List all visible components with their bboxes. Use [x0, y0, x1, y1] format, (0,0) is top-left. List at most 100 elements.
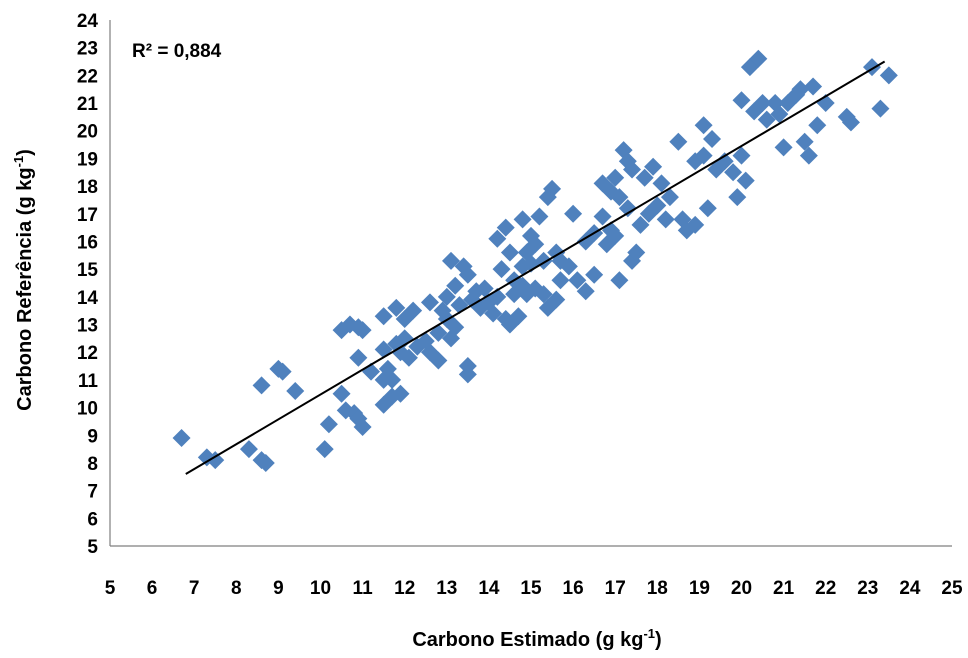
data-point	[256, 453, 275, 472]
x-tick-label: 21	[773, 578, 795, 599]
data-point	[500, 243, 519, 262]
y-tick-label: 16	[77, 232, 98, 253]
data-point	[319, 415, 338, 434]
x-tick-label: 11	[353, 578, 374, 599]
y-tick-labels: 5 6 7 8 9 10 11 12 13 14 15 16 17 18 19 20 21 22 23 24	[77, 11, 99, 558]
y-tick-label: 13	[77, 316, 98, 337]
data-point	[635, 168, 654, 187]
y-tick-label: 11	[78, 371, 99, 392]
data-point	[576, 282, 595, 301]
data-point	[879, 66, 898, 85]
x-tick-label: 5	[105, 578, 116, 599]
data-point	[774, 138, 793, 157]
data-point	[724, 163, 743, 182]
x-tick-label: 15	[520, 578, 542, 599]
data-point	[315, 440, 334, 459]
data-point	[239, 440, 258, 459]
x-tick-label: 13	[436, 578, 457, 599]
y-tick-label: 17	[77, 205, 98, 226]
data-point	[551, 271, 570, 290]
data-point	[496, 218, 515, 237]
y-tick-label: 10	[77, 399, 98, 420]
data-point	[669, 132, 688, 151]
y-tick-label: 9	[87, 426, 98, 447]
x-tick-label: 16	[563, 578, 584, 599]
data-point	[606, 226, 625, 245]
data-point	[652, 174, 671, 193]
y-tick-label: 20	[77, 122, 98, 143]
data-point	[399, 348, 418, 367]
data-point	[610, 188, 629, 207]
data-point	[353, 417, 372, 436]
y-tick-label: 18	[77, 177, 98, 198]
data-point	[374, 307, 393, 326]
data-point	[745, 102, 764, 121]
y-tick-label: 23	[77, 39, 98, 60]
y-axis-title-main: Carbono Referência (g kg	[14, 167, 36, 410]
data-point	[484, 304, 503, 323]
x-tick-label: 10	[310, 578, 331, 599]
data-point	[585, 265, 604, 284]
data-point	[770, 105, 789, 124]
data-point	[513, 210, 532, 229]
data-point	[732, 146, 751, 165]
data-point	[420, 293, 439, 312]
data-point	[252, 376, 271, 395]
axes	[109, 20, 952, 547]
data-point	[522, 226, 540, 245]
data-point	[736, 171, 755, 190]
data-point	[623, 160, 642, 179]
x-axis-title-main: Carbono Estimado (g kg	[412, 629, 643, 651]
data-point	[206, 451, 225, 470]
data-point	[610, 271, 629, 290]
data-point	[353, 321, 372, 340]
data-point	[703, 130, 722, 149]
data-point	[442, 251, 461, 270]
data-point	[349, 348, 368, 367]
data-point	[791, 80, 810, 99]
data-point	[286, 381, 305, 400]
x-tick-label: 25	[941, 578, 963, 599]
data-point	[391, 384, 410, 403]
y-tick-label: 8	[87, 454, 98, 475]
data-point	[627, 243, 646, 262]
data-point	[715, 152, 734, 171]
data-point	[404, 301, 423, 320]
data-point	[618, 199, 637, 218]
data-point	[475, 279, 494, 298]
x-tick-label: 12	[394, 578, 415, 599]
data-point	[269, 359, 288, 378]
data-point	[728, 188, 747, 207]
y-tick-label: 22	[77, 66, 98, 87]
data-point	[383, 370, 402, 389]
x-tick-label: 23	[857, 578, 878, 599]
data-point	[534, 285, 553, 304]
y-tick-label: 7	[87, 482, 98, 503]
x-axis-title-tail: )	[655, 629, 662, 651]
data-point	[387, 298, 406, 317]
x-tick-label: 7	[189, 578, 200, 599]
y-axis-title-sup: -1	[11, 156, 26, 168]
data-point	[694, 116, 713, 135]
x-axis-title: Carbono Estimado (g kg-1)	[412, 626, 661, 651]
data-point	[871, 99, 890, 118]
data-point	[509, 307, 528, 326]
data-point	[446, 276, 465, 295]
data-point	[648, 196, 667, 215]
data-point	[757, 110, 776, 129]
data-point	[564, 204, 583, 223]
y-axis-title-tail: )	[14, 149, 36, 156]
x-tick-labels: 5 6 7 8 9 10 11 12 13 14 15 16 17 18 19 20 21 22 23 24 25	[105, 578, 963, 599]
data-point	[631, 215, 650, 234]
data-point	[568, 271, 587, 290]
data-point	[808, 116, 827, 135]
data-point	[841, 113, 860, 132]
r-squared-annotation: R² = 0,884	[132, 41, 222, 62]
y-tick-label: 19	[77, 149, 98, 170]
data-point	[492, 260, 511, 279]
data-point	[543, 179, 562, 198]
y-tick-label: 6	[87, 509, 98, 530]
x-tick-label: 17	[605, 578, 626, 599]
x-tick-label: 24	[899, 578, 921, 599]
